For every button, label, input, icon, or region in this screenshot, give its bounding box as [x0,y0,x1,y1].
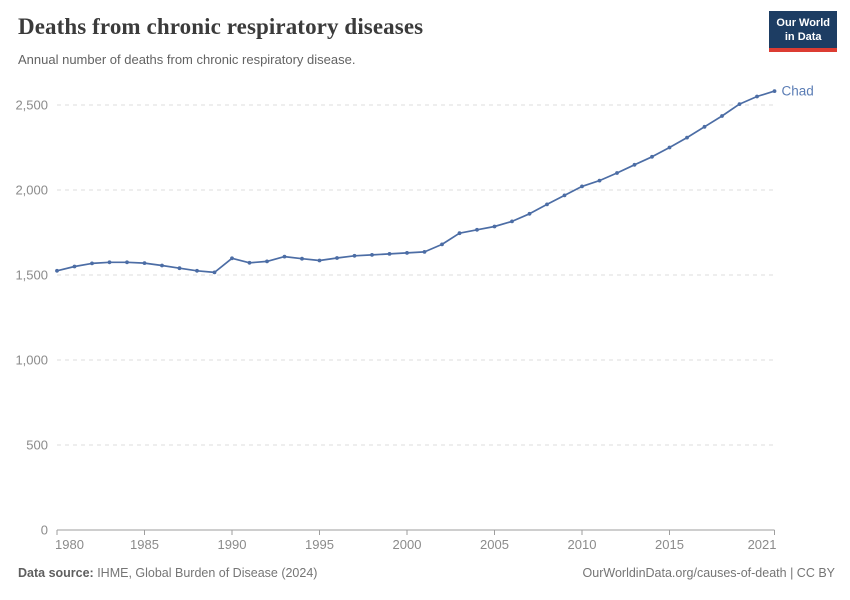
data-point[interactable] [527,211,532,216]
data-point[interactable] [160,263,164,268]
x-axis-tick-label: 2015 [655,537,684,552]
data-point[interactable] [422,250,427,254]
y-axis-tick-label: 1,000 [15,353,48,368]
data-point[interactable] [125,260,129,265]
footer-right: OurWorldinData.org/causes-of-death | CC … [583,566,835,580]
data-point[interactable] [177,266,182,271]
data-point[interactable] [107,260,112,265]
data-point[interactable] [317,258,322,263]
data-point[interactable] [282,254,287,259]
y-axis-tick-label: 2,500 [15,98,48,113]
y-axis-tick-label: 2,000 [15,183,48,198]
data-point[interactable] [335,256,339,260]
owid-url-link[interactable]: OurWorldinData.org/causes-of-death [582,566,787,580]
x-axis-tick-label: 1985 [130,537,159,552]
owid-logo-line2: in Data [784,31,822,44]
x-axis-tick-label: 1995 [305,537,334,552]
data-point[interactable] [702,124,707,129]
data-point[interactable] [667,145,672,150]
chart-footer: Data source: IHME, Global Burden of Dise… [18,566,835,580]
owid-logo-line1: Our World [776,17,830,29]
data-point[interactable] [352,253,357,258]
license-text: | CC BY [786,566,835,580]
data-point[interactable] [597,178,602,183]
data-point[interactable] [90,261,94,266]
chart-subtitle: Annual number of deaths from chronic res… [18,52,356,67]
data-point[interactable] [300,256,304,261]
data-point[interactable] [440,242,444,247]
y-axis-tick-label: 0 [41,523,48,538]
data-point[interactable] [720,114,724,118]
data-point[interactable] [545,202,549,207]
data-point[interactable] [772,89,777,93]
x-axis-tick-label: 2010 [568,537,597,552]
x-axis-tick-label: 2021 [748,537,777,552]
x-axis-tick-label: 1980 [55,537,84,552]
data-source-text: IHME, Global Burden of Disease (2024) [93,566,318,580]
data-point[interactable] [580,184,584,189]
data-source-label: Data source: [18,566,94,580]
data-source-note: Data source: IHME, Global Burden of Dise… [18,566,317,580]
data-point[interactable] [370,253,374,257]
y-axis-tick-label: 1,500 [15,268,48,283]
data-point[interactable] [265,259,269,264]
data-point[interactable] [562,193,567,198]
data-point[interactable] [405,251,409,255]
data-point[interactable] [457,231,462,236]
data-point[interactable] [510,219,514,224]
data-point[interactable] [387,252,392,256]
data-point[interactable] [247,260,252,265]
y-axis-tick-label: 500 [26,438,48,453]
data-point[interactable] [737,102,742,106]
page-title: Deaths from chronic respiratory diseases [18,14,424,39]
series-line-chad[interactable] [56,90,776,274]
data-point[interactable] [72,264,77,269]
data-point[interactable] [195,268,199,273]
data-point[interactable] [615,171,619,175]
data-point[interactable] [685,135,689,140]
x-axis-tick-label: 2005 [480,537,509,552]
x-axis-tick-label: 2000 [393,537,422,552]
data-point[interactable] [632,162,637,167]
data-point[interactable] [142,261,147,265]
data-point[interactable] [492,224,497,229]
data-point[interactable] [212,270,217,275]
owid-logo[interactable]: Our World in Data [769,11,837,52]
series-end-label-chad[interactable]: Chad [782,84,814,99]
data-point[interactable] [230,256,234,261]
data-point[interactable] [755,94,759,99]
data-point[interactable] [650,154,654,159]
x-axis-tick-label: 1990 [218,537,247,552]
data-point[interactable] [475,227,479,232]
data-point[interactable] [55,268,59,273]
